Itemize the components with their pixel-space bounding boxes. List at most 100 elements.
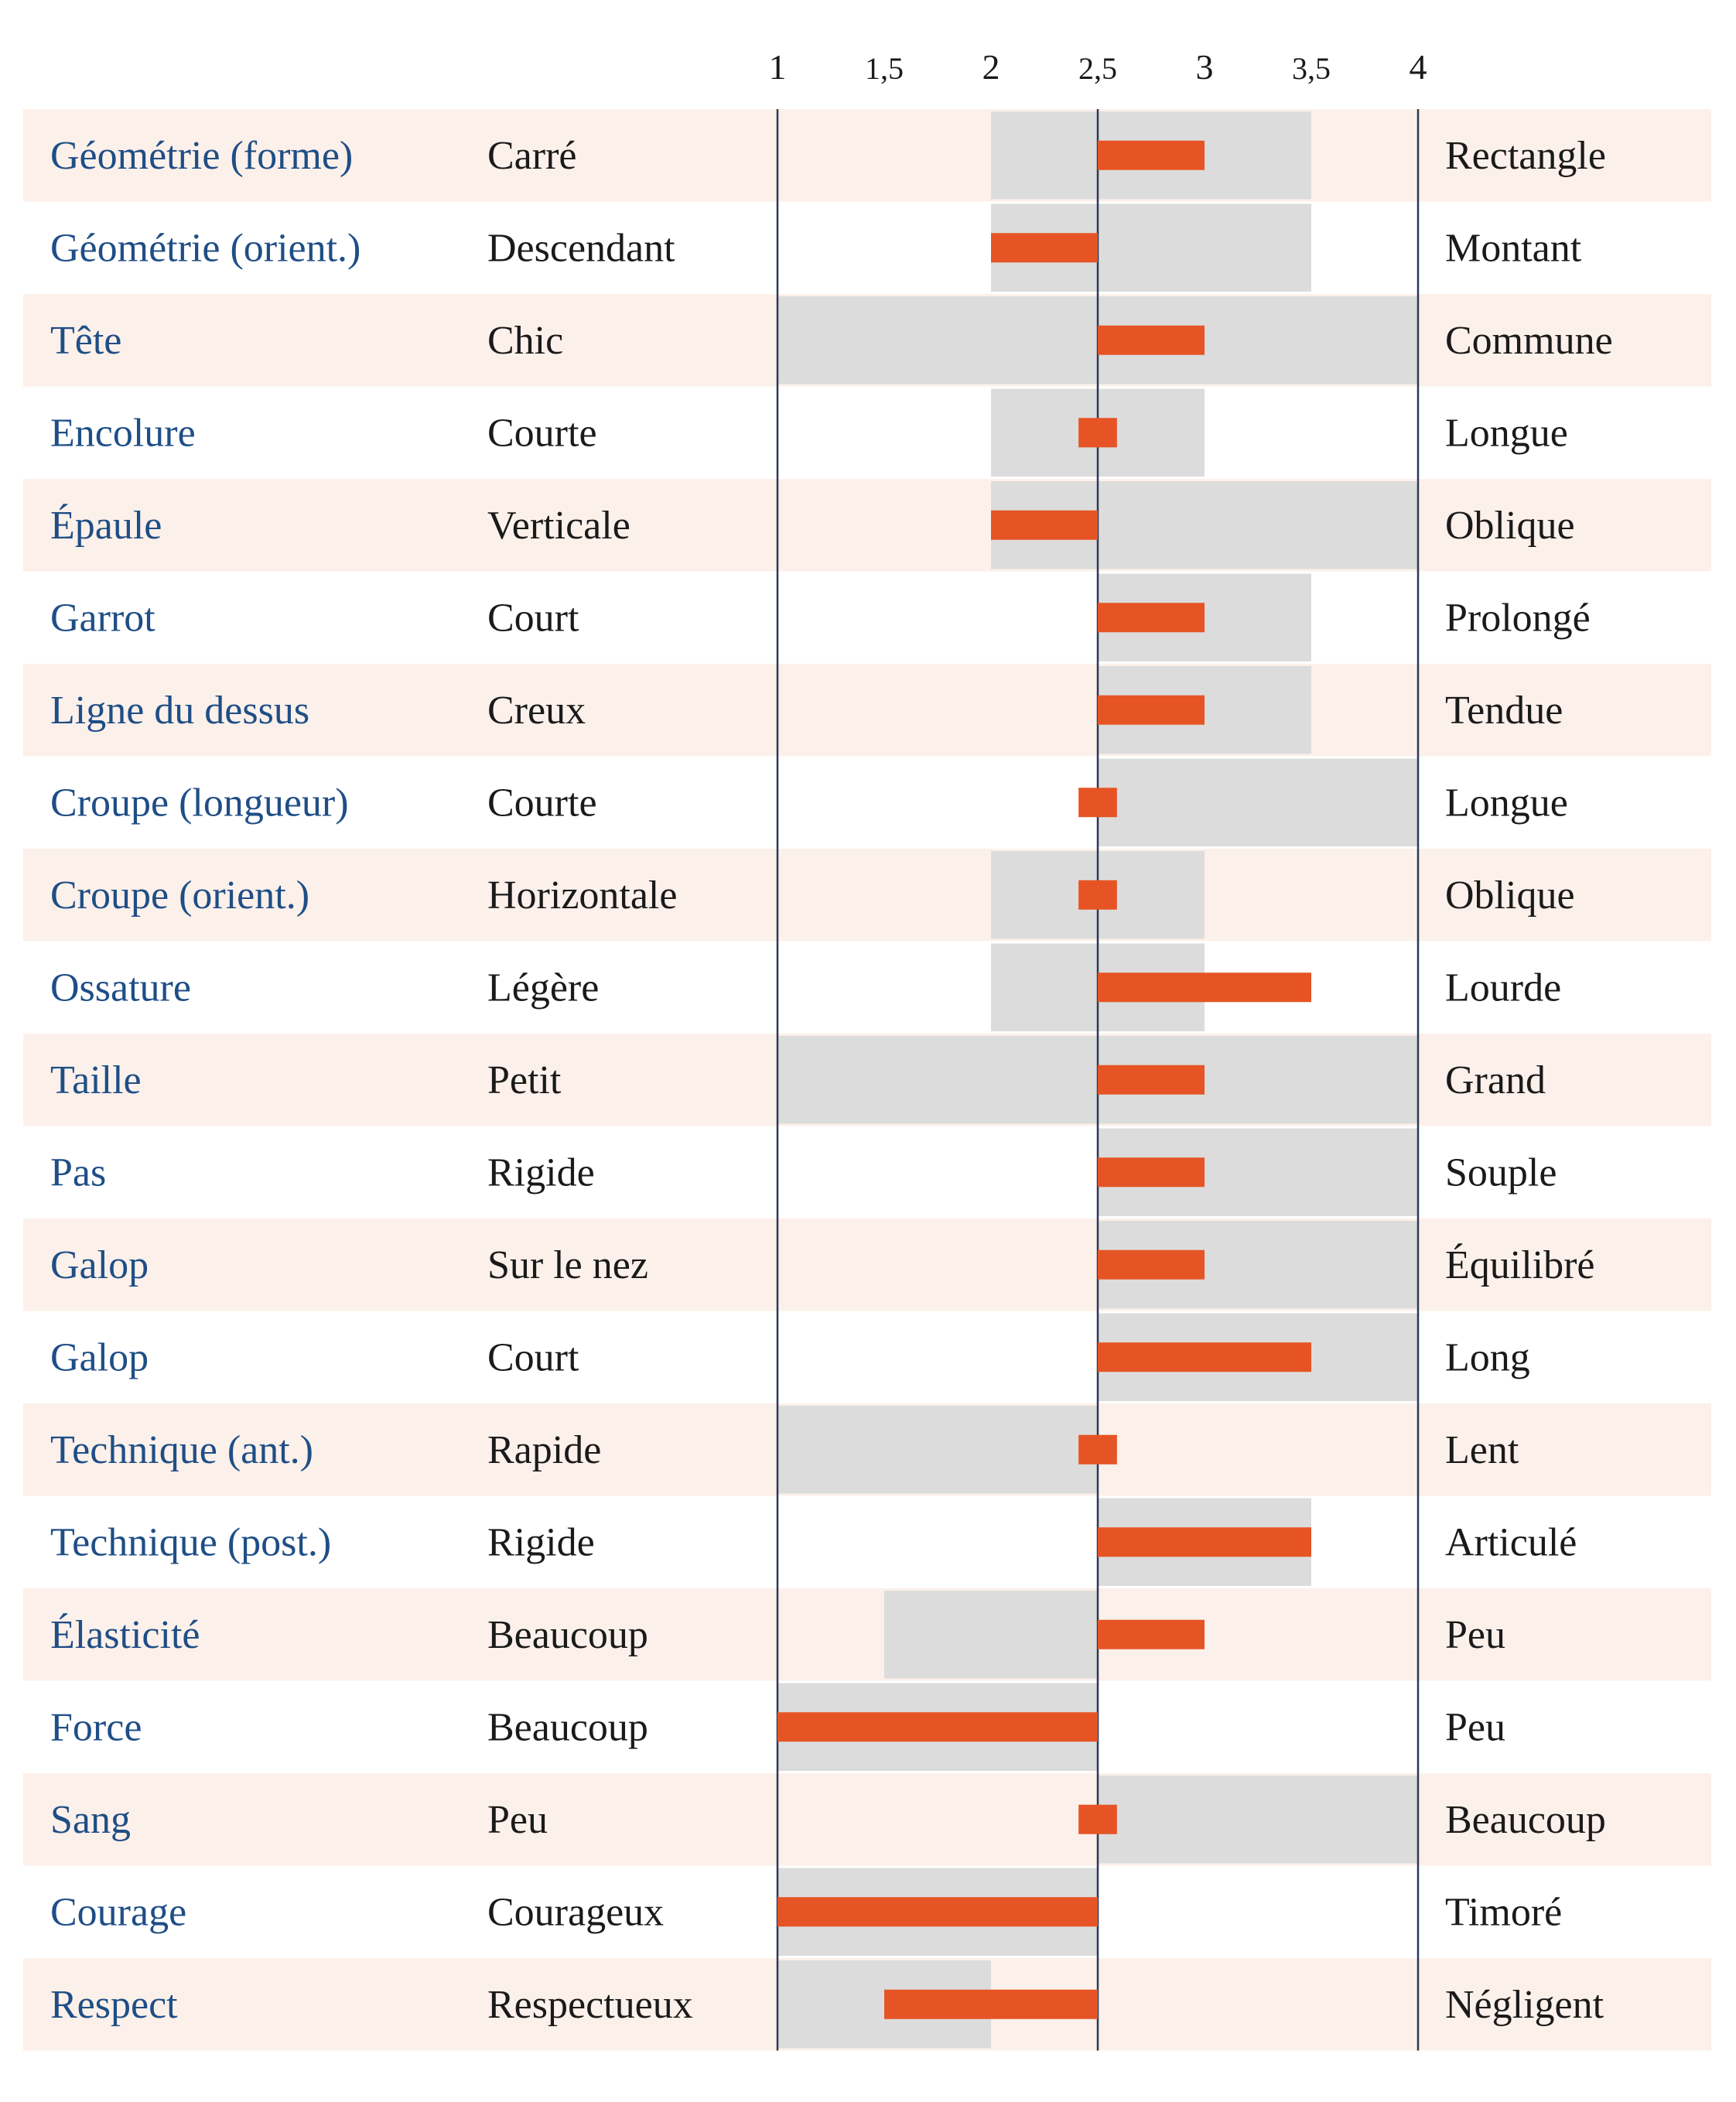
left-pole-label: Creux: [487, 689, 586, 733]
value-bar: [1098, 1619, 1205, 1649]
row-stripe: [23, 849, 1711, 942]
row-stripe: [23, 479, 1711, 572]
right-pole-label: Équilibré: [1445, 1242, 1595, 1287]
trait-label: Courage: [50, 1890, 186, 1934]
left-pole-label: Courageux: [487, 1890, 664, 1934]
left-pole-label: Peu: [487, 1798, 548, 1842]
row-stripe: [23, 1588, 1711, 1681]
right-pole-label: Longue: [1445, 411, 1568, 455]
left-pole-label: Sur le nez: [487, 1243, 648, 1287]
value-bar: [1098, 1157, 1205, 1188]
right-pole-label: Rectangle: [1445, 134, 1606, 178]
left-pole-label: Verticale: [487, 504, 630, 548]
left-pole-label: Horizontale: [487, 873, 677, 918]
left-pole-label: Rigide: [487, 1150, 595, 1195]
left-pole-label: Rigide: [487, 1520, 595, 1564]
tick-label: 4: [1410, 47, 1427, 87]
trait-label: Géométrie (orient.): [50, 226, 361, 270]
trait-label: Encolure: [50, 411, 196, 455]
right-pole-label: Lourde: [1445, 966, 1561, 1010]
value-bar: [991, 510, 1098, 540]
row-stripe: [23, 1218, 1711, 1311]
left-pole-label: Courte: [487, 411, 597, 455]
value-bar: [1078, 788, 1117, 818]
trait-label: Technique (post.): [50, 1520, 331, 1564]
row-labels: Géométrie (forme) Carré Rectangle Géométrie…: [50, 134, 1613, 2027]
value-bar: [1098, 1249, 1205, 1280]
left-pole-label: Carré: [487, 134, 576, 178]
trait-label: Garrot: [50, 596, 155, 640]
trait-label: Épaule: [50, 503, 162, 548]
left-pole-label: Chic: [487, 319, 563, 363]
value-bar: [1098, 140, 1205, 170]
left-pole-label: Court: [487, 1335, 579, 1379]
trait-label: Respect: [50, 1983, 178, 2027]
row-stripe: [23, 664, 1711, 757]
range-box: [884, 1591, 1098, 1679]
left-pole-label: Respectueux: [487, 1983, 693, 2027]
value-bar: [777, 1897, 1098, 1927]
right-pole-label: Longue: [1445, 781, 1568, 825]
tick-label: 2,5: [1078, 51, 1117, 86]
trait-label: Ossature: [50, 966, 191, 1010]
right-pole-label: Tendue: [1445, 689, 1563, 733]
left-pole-label: Descendant: [487, 226, 675, 270]
trait-label: Élasticité: [50, 1612, 200, 1657]
right-pole-label: Long: [1445, 1335, 1530, 1379]
left-pole-label: Légère: [487, 966, 599, 1010]
left-pole-label: Beaucoup: [487, 1613, 648, 1657]
trait-label: Galop: [50, 1243, 149, 1287]
value-bar: [1078, 880, 1117, 910]
left-pole-label: Beaucoup: [487, 1705, 648, 1749]
trait-label: Galop: [50, 1335, 149, 1379]
right-pole-label: Négligent: [1445, 1983, 1604, 2027]
range-box: [777, 1406, 1098, 1494]
trait-label: Croupe (longueur): [50, 781, 349, 825]
trait-label: Croupe (orient.): [50, 873, 309, 918]
value-bar: [1098, 972, 1311, 1003]
right-pole-label: Montant: [1445, 226, 1582, 270]
value-bar: [1078, 1434, 1117, 1465]
trait-label: Tête: [50, 319, 121, 363]
right-pole-label: Lent: [1445, 1428, 1519, 1472]
right-pole-label: Prolongé: [1445, 596, 1591, 640]
left-pole-label: Courte: [487, 781, 597, 825]
left-pole-label: Rapide: [487, 1428, 601, 1472]
trait-label: Ligne du dessus: [50, 689, 309, 733]
value-bar: [991, 233, 1098, 263]
value-bar: [1078, 418, 1117, 448]
range-box: [1098, 1776, 1418, 1864]
trait-label: Taille: [50, 1058, 142, 1102]
right-pole-label: Peu: [1445, 1705, 1505, 1749]
value-bar: [1098, 695, 1205, 725]
value-bar: [1098, 1065, 1205, 1095]
right-pole-label: Grand: [1445, 1058, 1546, 1102]
row-stripe: [23, 109, 1711, 202]
x-axis-ticks: 1 1,5 2 2,5 3 3,5 4: [769, 47, 1427, 87]
value-bar: [1098, 1527, 1311, 1557]
tick-label: 1: [769, 47, 787, 87]
right-pole-label: Oblique: [1445, 873, 1575, 918]
value-bar: [777, 1712, 1098, 1742]
right-pole-label: Articulé: [1445, 1520, 1577, 1564]
right-pole-label: Peu: [1445, 1613, 1505, 1657]
range-box: [1098, 758, 1418, 846]
right-pole-label: Timoré: [1445, 1890, 1562, 1934]
right-pole-label: Souple: [1445, 1150, 1557, 1195]
trait-label: Technique (ant.): [50, 1428, 313, 1472]
trait-label: Force: [50, 1705, 142, 1749]
tick-label: 3,5: [1292, 51, 1331, 86]
value-bar: [884, 1989, 1098, 2019]
left-pole-label: Court: [487, 596, 579, 640]
right-pole-label: Beaucoup: [1445, 1798, 1606, 1842]
value-bar: [1078, 1804, 1117, 1834]
value-bar: [1098, 325, 1205, 355]
value-bar: [1098, 1342, 1311, 1372]
trait-label: Pas: [50, 1150, 106, 1195]
right-pole-label: Commune: [1445, 319, 1613, 363]
trait-label: Géométrie (forme): [50, 134, 353, 178]
trait-label: Sang: [50, 1798, 131, 1842]
left-pole-label: Petit: [487, 1058, 562, 1102]
value-bars: [777, 140, 1311, 2019]
